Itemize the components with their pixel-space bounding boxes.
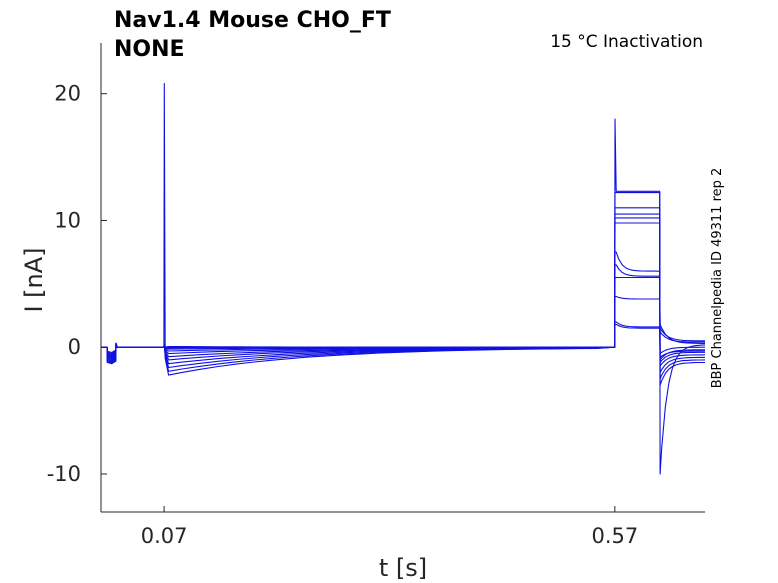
y-tick-label: 10 [54, 208, 81, 232]
temperature-protocol-annotation: 15 °C Inactivation [550, 32, 703, 52]
x-axis-label: t [s] [379, 554, 427, 582]
chart-title-line1: Nav1.4 Mouse CHO_FT [114, 8, 391, 33]
chart-title-line2: NONE [114, 37, 185, 62]
x-tick-label: 0.57 [591, 524, 638, 548]
y-axis-label: I [nA] [20, 247, 48, 312]
channelpedia-id-label: BBP Channelpedia ID 49311 rep 2 [710, 168, 725, 389]
plot-area: -10 0 10 20 0.07 0.57 [47, 43, 706, 548]
y-tick-label: 0 [68, 335, 81, 359]
axis-ticks: -10 0 10 20 0.07 0.57 [47, 82, 639, 548]
y-tick-label: 20 [54, 82, 81, 106]
traces [101, 83, 706, 475]
current-trace [101, 323, 705, 355]
y-tick-label: -10 [47, 462, 81, 486]
x-tick-label: 0.07 [141, 524, 188, 548]
